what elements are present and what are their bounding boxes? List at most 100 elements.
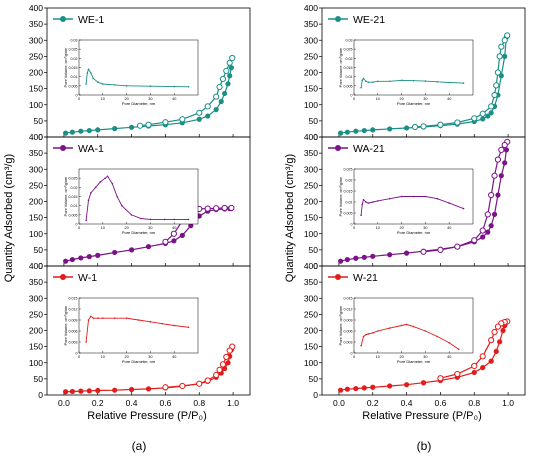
legend: WA-1 (53, 143, 104, 155)
inset-y-label: Pore Volume, cm³/g/nm (64, 177, 68, 217)
adsorption-point (361, 127, 367, 134)
adsorption-point (228, 65, 234, 71)
y-tick-label: 150 (29, 84, 43, 94)
adsorption-point (480, 116, 486, 122)
y-tick-label: 150 (304, 213, 318, 223)
inset-point (94, 186, 97, 189)
y-tick-label: 300 (304, 164, 318, 174)
y-tick-label: 200 (304, 326, 318, 336)
chart-panels: 050100150200250300350400WE-100.0050.010.… (29, 3, 526, 408)
inset-y-tick-label: 0 (76, 352, 78, 356)
y-tick-label: 150 (304, 84, 318, 94)
inset-y-tick-label: 0 (76, 94, 78, 98)
y-tick-label: 350 (29, 19, 43, 29)
y-tick-label: 300 (29, 35, 43, 45)
inset-point (362, 199, 365, 201)
inset-frame (353, 297, 474, 354)
inset-y-tick-label: 0.005 (344, 84, 353, 88)
inset-point (388, 197, 391, 200)
adsorption-point (69, 388, 75, 395)
inset-point (97, 81, 99, 83)
desorption-point (494, 69, 502, 76)
inset-x-tick-label: 10 (376, 226, 380, 230)
adsorption-point (145, 244, 152, 250)
inset-line (85, 175, 189, 221)
inset-x-label: Pore Diameter, nm (397, 230, 431, 235)
inset-point (377, 330, 379, 332)
y-tick-label: 350 (29, 148, 43, 158)
adsorption-point (78, 128, 84, 134)
inset-point (137, 319, 140, 321)
inset-frame (78, 168, 199, 225)
legend-label: W-21 (353, 272, 378, 284)
inset-point (436, 81, 439, 83)
inset-x-tick-label: 0 (78, 226, 80, 230)
legend-marker (60, 274, 66, 280)
desorption-point (471, 362, 478, 370)
inset-point (113, 317, 116, 319)
inset-y-tick-label: 0.01 (346, 201, 353, 205)
inset-point (149, 321, 152, 323)
adsorption-point (344, 129, 350, 135)
inset-x-tick-label: 10 (376, 97, 380, 101)
inset-point (130, 214, 133, 216)
desorption-point (437, 375, 444, 382)
inset-point (149, 85, 152, 87)
inset-y-tick-label: 0.009 (69, 319, 78, 323)
inset-y-tick-label: 0.009 (344, 319, 353, 323)
inset-y-label: Pore Volume, cm³/g/nm (64, 306, 68, 346)
desorption-point (493, 82, 500, 89)
adsorption-point (112, 126, 118, 132)
inset-y-label: Pore Volume, cm³/g/nm (339, 306, 343, 346)
adsorption-point (502, 53, 508, 59)
inset-point (87, 199, 90, 201)
inset-y-tick-label: 0.006 (69, 330, 78, 334)
legend: WE-1 (53, 14, 104, 26)
inset-point (85, 341, 87, 343)
desorption-point (213, 93, 220, 100)
adsorption-point (225, 81, 231, 87)
y-tick-label: 250 (304, 180, 318, 190)
inset-point (362, 77, 365, 80)
inset-point (173, 218, 175, 221)
desorption-point (216, 366, 223, 373)
y-tick-label: 50 (309, 116, 319, 126)
inset-point (388, 327, 391, 329)
legend-label: WA-1 (78, 143, 104, 155)
inset-x-label: Pore Diameter, nm (397, 101, 431, 106)
legend-marker (60, 16, 66, 22)
adsorption-point (145, 386, 152, 392)
subplot-wa-21: 050100150200250300350400WA-2100.0050.010… (304, 132, 526, 271)
inset-point (161, 322, 164, 325)
inset-point (125, 317, 128, 319)
inset-point (388, 80, 391, 83)
x-tick-label: 1.0 (502, 398, 514, 408)
adsorption-point (222, 90, 228, 97)
inset-point (400, 195, 403, 198)
desorption-point (498, 43, 505, 50)
inset-point (121, 204, 123, 207)
inset-x-label: Pore Diameter, nm (122, 359, 156, 364)
desorption-point (488, 337, 495, 344)
adsorption-point (353, 385, 359, 392)
legend-marker (335, 16, 341, 22)
adsorption-point (497, 339, 503, 345)
adsorption-point (420, 380, 427, 386)
y-tick-label: 50 (309, 245, 319, 255)
y-tick-label: 200 (29, 326, 43, 336)
desorption-point (479, 110, 486, 117)
inset-y-label: Pore Volume, cm³/g/nm (339, 48, 343, 88)
x-tick-label: 0.4 (401, 398, 413, 408)
inset-x-tick-label: 40 (172, 355, 176, 359)
desorption-point (484, 211, 491, 218)
adsorption-point (502, 160, 508, 166)
desorption-point (145, 121, 152, 128)
y-tick-label: 200 (304, 197, 318, 207)
inset-y-tick-label: 0.02 (71, 186, 78, 190)
inset-x-tick-label: 30 (148, 226, 152, 230)
